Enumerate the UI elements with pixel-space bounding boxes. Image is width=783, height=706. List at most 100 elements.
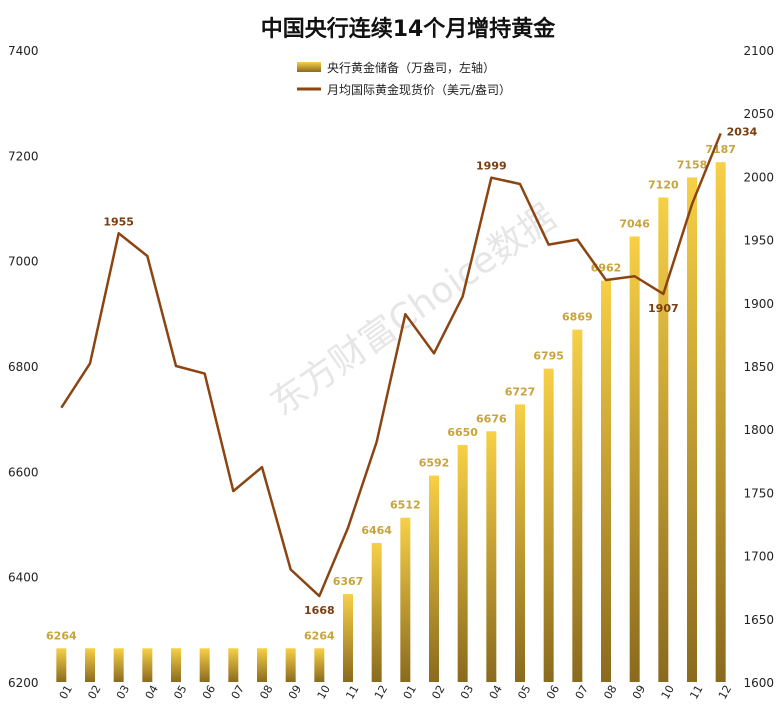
legend-item-bar: 央行黄金储备（万盎司，左轴）: [297, 60, 495, 75]
bar: [142, 648, 153, 682]
bar: [400, 517, 411, 682]
x-ticks-group: 01 02 03 04 05 06 07 08 09 10 11 12 01 02 03 04 05 06 07 08…: [57, 683, 735, 702]
x-tick-label: 03: [458, 683, 476, 702]
bar: [343, 594, 353, 682]
x-tick-label: 11: [687, 683, 705, 702]
bar: [515, 404, 525, 682]
right-axis-tick-label: 1700: [743, 550, 774, 564]
bar-data-label: 6650: [447, 426, 478, 439]
legend-bar-swatch: [297, 62, 321, 72]
bars-group: [56, 162, 726, 682]
x-tick-label: 01: [401, 683, 419, 702]
x-tick-label: 07: [229, 683, 247, 702]
x-tick-label: 04: [487, 683, 505, 702]
left-axis-tick-label: 6200: [8, 676, 39, 690]
legend-line-label: 月均国际黄金现货价（美元/盎司）: [327, 82, 511, 97]
bar: [572, 329, 583, 682]
left-axis: 6200 6400 6600 6800 7000 7200 7400: [8, 44, 39, 690]
bar: [371, 542, 382, 682]
bar-data-label: 6367: [333, 575, 364, 588]
line-group: [60, 132, 722, 598]
bar: [658, 197, 669, 682]
bar-data-label: 6464: [361, 524, 392, 537]
x-tick-label: 09: [630, 683, 648, 702]
right-axis-tick-label: 1750: [743, 486, 774, 500]
line-data-label: 1955: [103, 215, 134, 228]
bar: [113, 648, 124, 682]
bar-data-label: 6962: [591, 262, 622, 275]
x-tick-label: 09: [286, 683, 304, 702]
legend-item-line: 月均国际黄金现货价（美元/盎司）: [297, 82, 511, 97]
bar-data-label: 6727: [505, 385, 536, 398]
bar: [457, 445, 468, 682]
x-tick-label: 02: [429, 683, 447, 702]
bar: [543, 368, 554, 682]
line-data-label: 1907: [648, 302, 679, 315]
x-tick-label: 08: [601, 683, 619, 702]
x-tick-label: 05: [171, 683, 189, 702]
bar: [629, 236, 640, 682]
bar-data-label: 6264: [46, 629, 77, 642]
legend-bar-label: 央行黄金储备（万盎司，左轴）: [327, 60, 495, 75]
bar-data-label: 7120: [648, 178, 679, 191]
right-axis-tick-label: 1650: [743, 613, 774, 627]
left-axis-tick-label: 6800: [8, 360, 39, 374]
x-tick-label: 06: [200, 683, 218, 702]
bar-data-label: 7158: [677, 158, 708, 171]
bar: [171, 648, 181, 682]
left-axis-tick-label: 7200: [8, 149, 39, 163]
x-tick-label: 10: [659, 683, 677, 702]
x-tick-label: 01: [57, 683, 75, 702]
bar-data-label: 7187: [705, 143, 736, 156]
left-axis-tick-label: 7400: [8, 44, 39, 58]
bar-data-label: 6869: [562, 311, 593, 324]
bar: [285, 648, 296, 682]
x-tick-label: 03: [114, 683, 132, 702]
bar: [715, 162, 726, 682]
bar: [199, 648, 210, 682]
gold-price-line: [60, 132, 722, 598]
bar-data-label: 6512: [390, 499, 421, 512]
right-axis-tick-label: 1900: [743, 297, 774, 311]
bar: [85, 648, 95, 682]
bar: [314, 648, 325, 682]
bar-data-label: 6264: [304, 629, 335, 642]
left-axis-tick-label: 6600: [8, 465, 39, 479]
line-data-label: 1999: [476, 160, 507, 173]
bar: [56, 648, 67, 682]
line-data-label: 1668: [304, 604, 335, 617]
x-tick-label: 12: [372, 683, 390, 702]
right-axis-tick-label: 1850: [743, 360, 774, 374]
x-tick-label: 12: [716, 683, 734, 702]
bar: [687, 177, 697, 682]
x-tick-label: 11: [343, 683, 361, 702]
right-axis: 1600 1650 1700 1750 1800 1850 1900 1950 2000 2050…: [743, 44, 774, 690]
right-axis-tick-label: 2050: [743, 107, 774, 121]
bar-data-label: 6592: [419, 457, 450, 470]
right-axis-tick-label: 2100: [743, 44, 774, 58]
bar-data-label: 6795: [533, 350, 564, 363]
right-axis-tick-label: 2000: [743, 170, 774, 184]
x-tick-label: 08: [257, 683, 275, 702]
bar-data-label: 7046: [619, 217, 650, 230]
bar-data-label: 6676: [476, 412, 507, 425]
chart-title: 中国央行连续14个月增持黄金: [261, 16, 557, 42]
bar: [257, 648, 267, 682]
x-tick-label: 02: [85, 683, 103, 702]
line-data-label: 2034: [727, 125, 758, 138]
right-axis-tick-label: 1950: [743, 234, 774, 248]
bar: [228, 648, 239, 682]
x-tick-label: 04: [143, 683, 161, 702]
right-axis-tick-label: 1600: [743, 676, 774, 690]
legend: 央行黄金储备（万盎司，左轴） 月均国际黄金现货价（美元/盎司）: [297, 60, 511, 97]
x-tick-label: 07: [573, 683, 591, 702]
bar: [486, 431, 497, 682]
bar: [601, 280, 611, 682]
right-axis-tick-label: 1800: [743, 423, 774, 437]
left-axis-tick-label: 6400: [8, 571, 39, 585]
x-tick-label: 05: [515, 683, 533, 702]
bar: [429, 475, 439, 682]
